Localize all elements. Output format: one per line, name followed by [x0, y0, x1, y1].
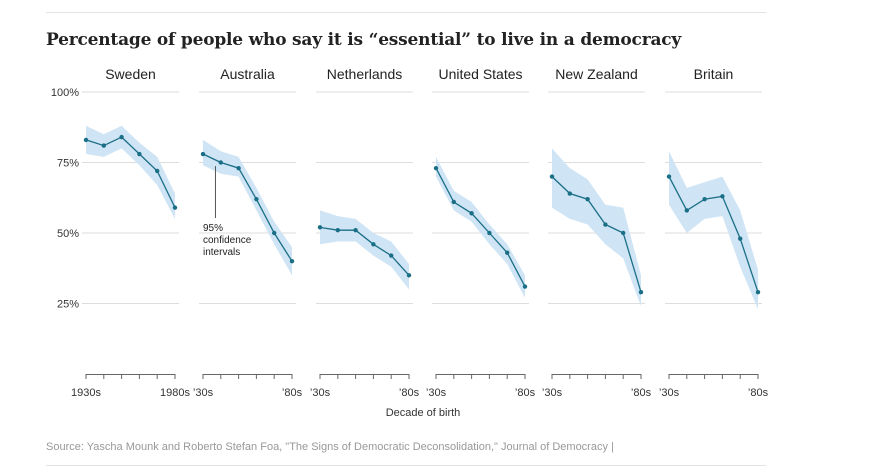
x-tick-label-britain-first: ’30s	[659, 387, 680, 399]
data-point-britain-1930	[666, 174, 672, 179]
confidence-band-australia	[203, 139, 292, 276]
x-tick-label-netherlands-first: ’30s	[310, 387, 331, 399]
confidence-band-britain	[669, 151, 758, 310]
data-point-sweden-1980	[172, 205, 178, 210]
series-line-australia	[202, 153, 293, 262]
series-line-united-states	[435, 167, 526, 287]
y-tick-label-75: 75%	[57, 158, 79, 170]
data-point-australia-1970	[272, 230, 277, 236]
gridlines	[82, 91, 762, 304]
x-tick-label-new-zealand-first: ’30s	[542, 387, 563, 399]
x-tick-label-australia-first: ’30s	[193, 387, 214, 399]
data-point-netherlands-1940	[335, 227, 340, 233]
data-point-united-states-1960	[487, 230, 492, 236]
x-tick-label-new-zealand-last: ’80s	[631, 387, 652, 399]
y-tick-label-25: 25%	[57, 299, 79, 311]
data-point-new-zealand-1960	[603, 222, 608, 227]
confidence-band-netherlands	[320, 210, 409, 290]
data-point-united-states-1940	[451, 199, 456, 205]
panels: Sweden 1930s 1980s Australia ’30s ’80s 95%conf…	[71, 66, 769, 399]
data-point-sweden-1950	[119, 134, 124, 140]
data-point-united-states-1930	[433, 165, 439, 171]
x-axis-label: Decade of birth	[386, 407, 461, 419]
y-tick-label-100: 100%	[51, 87, 79, 99]
chart-title: Percentage of people who say it is “esse…	[46, 30, 682, 50]
x-tick-label-united-states-first: ’30s	[426, 387, 447, 399]
data-point-britain-1940	[684, 208, 689, 213]
x-tick-label-netherlands-last: ’80s	[399, 387, 420, 399]
y-tick-label-50: 50%	[57, 228, 79, 240]
x-tick-label-united-states-last: ’80s	[515, 387, 536, 399]
data-point-sweden-1970	[155, 168, 160, 174]
bottom-rule	[46, 465, 766, 466]
data-point-sweden-1960	[137, 151, 142, 157]
panel-title-sweden: Sweden	[105, 66, 156, 82]
panel-title-new-zealand: New Zealand	[555, 66, 638, 82]
data-point-britain-1980	[755, 290, 761, 295]
data-point-netherlands-1930	[317, 225, 323, 230]
x-tick-label-sweden-last: 1980s	[160, 387, 190, 399]
y-axis-labels: 100% 75% 50% 25%	[51, 87, 79, 311]
series-line-netherlands	[319, 226, 410, 276]
x-tick-label-sweden-first: 1930s	[71, 387, 101, 399]
data-point-britain-1950	[702, 196, 707, 202]
annotation-text-line-2: confidence	[203, 235, 252, 246]
data-point-netherlands-1980	[406, 273, 412, 278]
panel-britain: Britain ’30s ’80s	[659, 66, 769, 399]
panel-title-britain: Britain	[694, 66, 734, 82]
annotation-text-line-3: intervals	[203, 247, 240, 258]
data-point-netherlands-1960	[371, 242, 376, 247]
confidence-band-sweden	[86, 125, 175, 219]
series-line-new-zealand	[551, 176, 642, 293]
data-point-new-zealand-1950	[585, 196, 590, 202]
data-point-australia-1960	[254, 196, 259, 202]
panel-new-zealand: New Zealand ’30s ’80s	[542, 66, 652, 399]
data-point-united-states-1970	[505, 250, 510, 255]
data-point-australia-1940	[218, 160, 223, 165]
data-point-netherlands-1970	[389, 253, 394, 258]
data-point-new-zealand-1970	[621, 230, 626, 236]
data-point-united-states-1950	[469, 211, 474, 216]
confidence-band-new-zealand	[552, 148, 641, 307]
confidence-band-united-states	[436, 156, 525, 298]
panel-title-united-states: United States	[438, 66, 522, 82]
panel-sweden: Sweden 1930s 1980s	[71, 66, 190, 399]
top-rule	[46, 12, 766, 13]
series-line-sweden	[85, 136, 176, 208]
source-note: Source: Yascha Mounk and Roberto Stefan …	[46, 441, 614, 453]
data-point-sweden-1930	[83, 137, 89, 143]
data-point-australia-1980	[289, 259, 295, 264]
data-point-new-zealand-1980	[638, 290, 644, 295]
data-point-britain-1960	[720, 194, 725, 199]
panel-united-states: United States ’30s ’80s	[426, 66, 536, 399]
series-line-britain	[668, 176, 759, 293]
annotation-text-line-1: 95%	[203, 223, 223, 234]
data-point-united-states-1980	[522, 284, 528, 289]
x-tick-label-australia-last: ’80s	[282, 387, 303, 399]
panel-title-australia: Australia	[220, 66, 275, 82]
data-point-britain-1970	[738, 236, 743, 241]
x-tick-label-britain-last: ’80s	[748, 387, 769, 399]
panel-title-netherlands: Netherlands	[327, 66, 403, 82]
data-point-new-zealand-1940	[567, 191, 572, 196]
data-point-netherlands-1950	[353, 227, 358, 233]
data-point-australia-1950	[236, 165, 241, 171]
panel-netherlands: Netherlands ’30s ’80s	[310, 66, 420, 399]
data-point-australia-1930	[200, 151, 206, 157]
data-point-sweden-1940	[101, 143, 107, 148]
data-point-new-zealand-1930	[549, 174, 555, 179]
